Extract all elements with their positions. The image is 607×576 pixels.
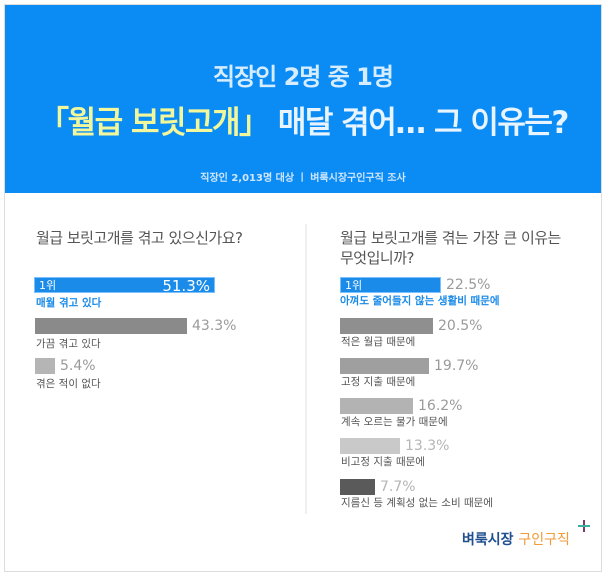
logo-part1: 벼룩시장 xyxy=(462,532,514,548)
bar-value: 7.7% xyxy=(380,479,416,495)
bar-label: 지름신 등 계획성 없는 소비 때문에 xyxy=(341,497,493,509)
bar-value: 16.2% xyxy=(418,398,463,414)
bar-value: 13.3% xyxy=(405,438,450,454)
left-question: 월급 보릿고개를 겪고 있으신가요? xyxy=(36,229,243,247)
bar-right-4 xyxy=(340,398,413,414)
survey-note: 직장인 2,013명 대상 ㅣ 벼룩시장구인구직 조사 xyxy=(200,173,406,184)
logo-part2: 구인구직 xyxy=(518,532,570,548)
rank-badge: 1위 xyxy=(345,279,363,292)
bar-value: 43.3% xyxy=(192,318,237,334)
right-question-line1: 월급 보릿고개를 겪는 가장 큰 이유는 xyxy=(340,229,561,247)
header-banner: 직장인 2명 중 1명 「월급 보릿고개」 매달 겪어… 그 이유는? 직장인 … xyxy=(5,5,601,193)
bar-left-2 xyxy=(35,318,187,334)
bar-left-3 xyxy=(35,358,55,374)
bar-label: 겪은 적이 없다 xyxy=(36,378,101,390)
rank-badge: 1위 xyxy=(39,279,57,292)
bar-label: 가끔 겪고 있다 xyxy=(36,338,101,350)
bar-right-2 xyxy=(340,318,433,334)
bar-value: 19.7% xyxy=(434,358,479,374)
bar-label: 아껴도 줄어들지 않는 생활비 때문에 xyxy=(340,295,500,307)
header-title: 「월급 보릿고개」 매달 겪어… 그 이유는? xyxy=(5,97,601,142)
bar-value: 20.5% xyxy=(438,318,483,334)
bar-left-1: 1위 51.3% xyxy=(34,277,215,295)
brand-logo: 벼룩시장 구인구직 xyxy=(462,520,590,549)
column-divider xyxy=(305,224,307,514)
bar-label: 적은 월급 때문에 xyxy=(341,336,416,348)
right-question-line2: 무엇입니까? xyxy=(340,249,414,267)
bar-right-6 xyxy=(340,479,375,495)
bar-right-1: 1위 xyxy=(340,277,441,293)
bar-value: 22.5% xyxy=(446,277,491,293)
bar-value: 5.4% xyxy=(60,358,96,374)
title-rest: 매달 겪어… 그 이유는? xyxy=(268,105,570,141)
bar-label: 비고정 지출 때문에 xyxy=(341,456,425,468)
bar-right-3 xyxy=(340,358,429,374)
bar-right-5 xyxy=(340,438,400,454)
bar-label: 계속 오르는 물가 때문에 xyxy=(341,416,448,428)
bar-label: 매월 겪고 있다 xyxy=(36,297,102,309)
title-highlight: 「월급 보릿고개」 xyxy=(38,105,270,141)
plus-icon xyxy=(578,520,590,532)
bar-value: 51.3% xyxy=(162,277,210,295)
header-subtitle: 직장인 2명 중 1명 xyxy=(213,63,394,91)
bar-label: 고정 지출 때문에 xyxy=(341,376,416,388)
